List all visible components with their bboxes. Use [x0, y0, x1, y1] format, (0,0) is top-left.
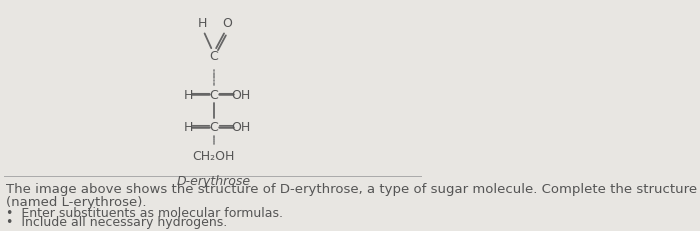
Text: OH: OH — [232, 88, 251, 101]
Text: C: C — [209, 49, 218, 62]
Text: H: H — [183, 88, 193, 101]
Text: C: C — [209, 88, 218, 101]
Text: (named L-erythrose).: (named L-erythrose). — [6, 195, 146, 208]
Text: CH₂OH: CH₂OH — [193, 149, 235, 162]
Text: H: H — [198, 16, 207, 29]
Text: O: O — [223, 16, 232, 29]
Text: OH: OH — [232, 121, 251, 134]
Text: H: H — [183, 121, 193, 134]
Text: The image above shows the structure of D-erythrose, a type of sugar molecule. Co: The image above shows the structure of D… — [6, 182, 700, 195]
Text: •  Enter substituents as molecular formulas.: • Enter substituents as molecular formul… — [6, 206, 283, 219]
Text: C: C — [209, 121, 218, 134]
Text: •  Include all necessary hydrogens.: • Include all necessary hydrogens. — [6, 216, 228, 228]
Text: D-erythrose: D-erythrose — [176, 174, 251, 187]
